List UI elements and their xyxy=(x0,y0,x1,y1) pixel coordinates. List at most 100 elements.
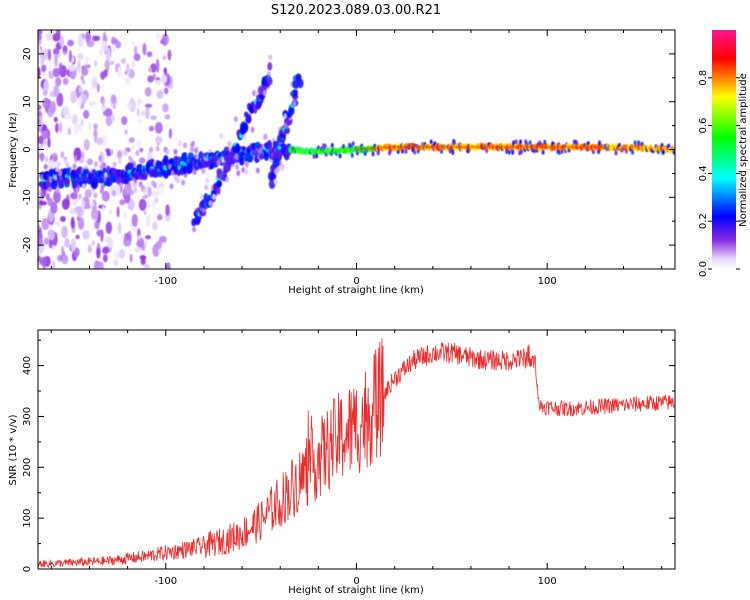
spectrogram-cell xyxy=(146,214,151,228)
spectrogram-cell xyxy=(90,208,99,221)
spectrogram-cell xyxy=(112,161,117,168)
spectrogram-cell xyxy=(38,66,41,79)
spectrogram-cell xyxy=(38,135,44,145)
spectrogram-cell xyxy=(78,86,82,94)
spectrogram-cell xyxy=(279,164,284,171)
spectrogram-cell xyxy=(84,189,92,198)
spectrogram-cell xyxy=(154,122,163,134)
spectrogram-cell xyxy=(142,243,146,252)
spectrogram-cell xyxy=(216,159,221,166)
spectrogram-cell xyxy=(54,53,58,68)
spectrogram-cell xyxy=(144,87,152,97)
spectrogram-cell xyxy=(48,59,53,73)
spectrogram-cell xyxy=(81,183,86,190)
spectrogram-cell xyxy=(440,148,444,154)
spectrogram-cell xyxy=(64,113,72,120)
spectrogram-cell xyxy=(88,100,97,106)
spectrogram-cell xyxy=(404,148,408,154)
spectrogram-cell xyxy=(121,116,128,126)
spectrogram-cell xyxy=(120,234,125,239)
spectrogram-cell xyxy=(241,122,248,132)
spectrogram-cell xyxy=(138,118,142,124)
spectrogram-cell xyxy=(143,210,147,216)
spectrogram-cell xyxy=(101,97,105,107)
spectrogram-cell xyxy=(159,183,164,195)
spectrogram-cell xyxy=(67,39,74,47)
spectrogram-cell xyxy=(630,149,634,155)
spectrogram-cell xyxy=(139,147,144,153)
spectrogram-cell xyxy=(53,116,58,123)
spectrogram-cell xyxy=(148,125,155,132)
spectrogram-cell xyxy=(154,198,159,203)
colorbar-tick-label: 0.0 xyxy=(698,261,709,277)
spectrogram-cell xyxy=(91,200,95,208)
spectrogram-cell xyxy=(44,156,49,163)
spectrogram-cell xyxy=(190,140,195,147)
spectrogram-cell xyxy=(99,49,103,56)
spectrogram-cell xyxy=(511,149,515,155)
spectrogram-cell xyxy=(42,89,48,97)
spectrogram-cell xyxy=(111,190,116,197)
spectrogram-cell xyxy=(148,66,153,73)
snr-x-tick-label: -100 xyxy=(154,576,177,587)
spectrogram-cell xyxy=(119,199,126,206)
spectrogram-cell xyxy=(77,52,84,60)
snr-x-label: Height of straight line (km) xyxy=(288,585,424,596)
spectrogram-cell xyxy=(123,211,127,219)
spectrogram-cell xyxy=(163,155,169,165)
spectrogram-cell xyxy=(126,184,131,191)
spectrogram-cell xyxy=(41,218,50,230)
spectrogram-cell xyxy=(123,150,128,157)
spectrogram-cell xyxy=(87,204,91,210)
spectrogram-cell xyxy=(193,147,198,154)
spectrogram-cell xyxy=(541,149,545,155)
spectrogram-cell xyxy=(118,156,122,165)
spectrogram-y-tick-label: -10 xyxy=(22,189,33,205)
snr-panel: -100 0 100 0 100 200 300 400 Height of straigh… xyxy=(8,329,676,596)
spectrogram-cell xyxy=(116,150,123,160)
spectrogram-cell xyxy=(142,187,147,194)
spectrogram-cell xyxy=(124,129,128,135)
spectrogram-cell xyxy=(82,230,90,240)
spectrogram-cell xyxy=(168,128,172,139)
spectrogram-cell xyxy=(169,83,173,90)
spectrogram-cell xyxy=(236,170,241,177)
spectrogram-cell xyxy=(157,214,163,221)
spectrogram-cell xyxy=(73,247,80,258)
spectrogram-cell xyxy=(266,139,273,149)
spectrogram-cell xyxy=(77,59,81,69)
colorbar: 0.0 0.2 0.4 0.6 0.8 Normalized spectral ampl… xyxy=(698,30,749,277)
spectrogram-cell xyxy=(110,149,114,156)
spectrogram-cell xyxy=(560,148,564,154)
spectrogram-cell xyxy=(135,149,140,156)
spectrogram-cell xyxy=(109,209,113,215)
spectrogram-cell xyxy=(74,121,80,135)
spectrogram-cell xyxy=(126,63,130,74)
colorbar-ticks: 0.0 0.2 0.4 0.6 0.8 xyxy=(698,70,740,277)
spectrogram-cell xyxy=(142,43,147,56)
spectrogram-cell xyxy=(94,35,101,41)
spectrogram-cell xyxy=(83,139,90,151)
spectrogram-cell xyxy=(42,181,48,190)
spectrogram-cell xyxy=(40,200,48,206)
spectrogram-cell xyxy=(139,255,147,260)
snr-frame xyxy=(37,329,676,570)
spectrogram-cell xyxy=(156,90,164,99)
spectrogram-cell xyxy=(78,96,82,108)
spectrogram-cell xyxy=(81,67,89,76)
spectrogram-cell xyxy=(144,235,152,240)
spectrogram-cell xyxy=(93,260,102,269)
spectrogram-cell xyxy=(93,192,98,199)
spectrogram-cell xyxy=(53,189,61,204)
spectrogram-cell xyxy=(117,65,122,78)
spectrogram-cell xyxy=(40,152,44,163)
spectrogram-cell xyxy=(155,58,160,73)
spectrogram-y-tick-label: 10 xyxy=(22,95,33,108)
spectrogram-cell xyxy=(70,90,77,104)
spectrogram-cell xyxy=(39,256,48,267)
snr-y-tick-label: 100 xyxy=(22,509,33,528)
spectrogram-cell xyxy=(38,33,42,42)
spectrogram-cell xyxy=(61,245,65,256)
spectrogram-cell xyxy=(136,139,142,147)
